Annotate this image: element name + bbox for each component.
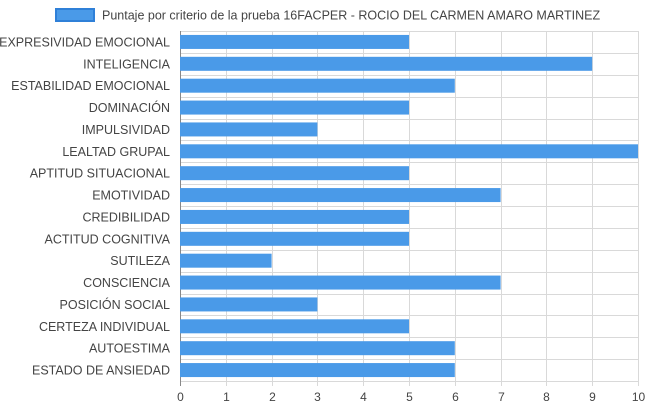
bar[interactable] xyxy=(180,341,455,356)
bar[interactable] xyxy=(180,56,593,71)
x-tick-label: 7 xyxy=(498,390,505,404)
category-label: CONSCIENCIA xyxy=(83,276,170,290)
bar[interactable] xyxy=(180,122,318,137)
bar[interactable] xyxy=(180,166,409,181)
legend-label[interactable]: Puntaje por criterio de la prueba 16FACP… xyxy=(102,9,600,23)
bar[interactable] xyxy=(180,319,409,334)
bar[interactable] xyxy=(180,253,272,268)
bar[interactable] xyxy=(180,34,409,49)
category-label: SUTILEZA xyxy=(110,254,170,268)
x-tick-label: 4 xyxy=(360,390,367,404)
category-label: EMOTIVIDAD xyxy=(92,189,170,203)
x-tick-label: 6 xyxy=(452,390,459,404)
x-tick-label: 5 xyxy=(406,390,413,404)
x-tick-label: 3 xyxy=(314,390,321,404)
category-label: DOMINACIÓN xyxy=(89,100,170,115)
bar[interactable] xyxy=(180,188,501,203)
category-label: ESTADO DE ANSIEDAD xyxy=(32,364,170,378)
bar[interactable] xyxy=(180,209,409,224)
x-tick-label: 10 xyxy=(632,390,646,404)
bar[interactable] xyxy=(180,144,638,159)
category-labels: EXPRESIVIDAD EMOCIONAL INTELIGENCIA ESTABI… xyxy=(0,35,171,377)
category-label: CREDIBILIDAD xyxy=(82,210,170,224)
x-tick-label: 1 xyxy=(223,390,230,404)
grid-lines xyxy=(180,31,639,386)
category-label: POSICIÓN SOCIAL xyxy=(60,297,170,312)
bar[interactable] xyxy=(180,78,455,93)
category-label: ESTABILIDAD EMOCIONAL xyxy=(11,79,170,93)
category-label: CERTEZA INDIVIDUAL xyxy=(39,320,170,334)
bar[interactable] xyxy=(180,297,318,312)
legend-swatch[interactable] xyxy=(55,8,95,22)
category-label: LEALTAD GRUPAL xyxy=(62,145,170,159)
bar[interactable] xyxy=(180,231,409,246)
bar[interactable] xyxy=(180,275,501,290)
category-label: AUTOESTIMA xyxy=(89,342,171,356)
category-label: APTITUD SITUACIONAL xyxy=(30,167,170,181)
category-label: INTELIGENCIA xyxy=(83,57,170,71)
category-label: ACTITUD COGNITIVA xyxy=(45,232,171,246)
x-axis-tick-labels: 0 1 2 3 4 5 6 7 8 9 10 xyxy=(177,390,645,404)
bar[interactable] xyxy=(180,363,455,378)
bars xyxy=(180,34,638,378)
bar[interactable] xyxy=(180,100,409,115)
x-tick-label: 0 xyxy=(177,390,184,404)
x-tick-label: 9 xyxy=(589,390,596,404)
x-tick-label: 8 xyxy=(543,390,550,404)
chart-legend[interactable]: Puntaje por criterio de la prueba 16FACP… xyxy=(55,8,600,23)
category-label: IMPULSIVIDAD xyxy=(82,123,170,137)
category-label: EXPRESIVIDAD EMOCIONAL xyxy=(0,35,170,49)
x-tick-label: 2 xyxy=(269,390,276,404)
